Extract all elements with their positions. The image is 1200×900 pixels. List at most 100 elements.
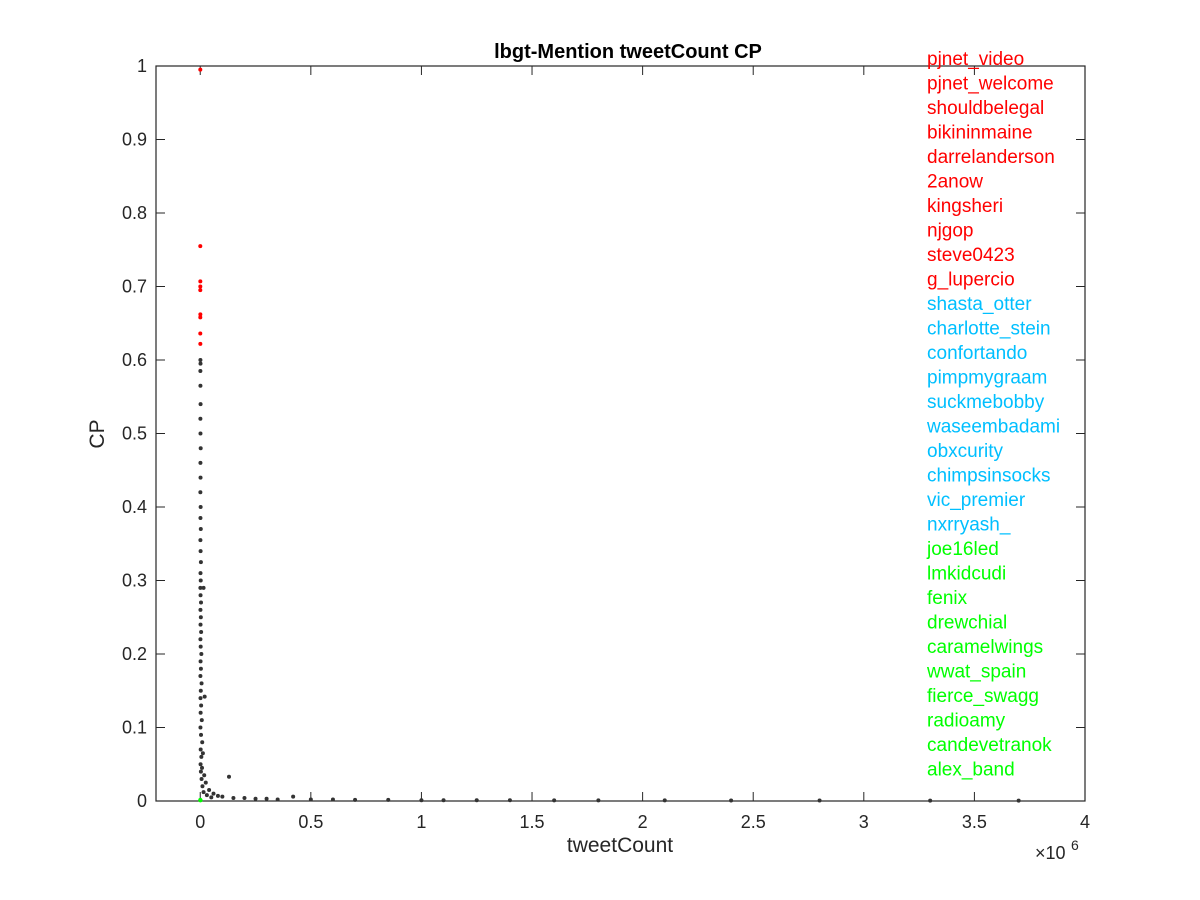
annotation-label: fenix — [927, 588, 968, 609]
data-point-other — [264, 796, 269, 801]
x-tick-label: 0.5 — [298, 812, 323, 832]
data-point-other — [441, 798, 446, 803]
data-point-other — [198, 560, 203, 565]
data-point-other — [200, 740, 205, 745]
x-exponent-power: 6 — [1071, 837, 1079, 853]
y-tick-label: 0.2 — [122, 644, 147, 664]
annotation-label: kingsheri — [927, 196, 1003, 217]
data-point-other — [199, 703, 204, 708]
y-tick-label: 0.4 — [122, 497, 147, 517]
data-point-other — [198, 622, 203, 627]
tick-labels: 0 0.5 1 1.5 2 2.5 3 3.5 4 0 0.1 0.2 0.3 0.4 0.5 0.6 0.7 0… — [122, 56, 1090, 832]
data-point-other — [199, 776, 204, 781]
data-points — [198, 67, 1021, 803]
data-point-other — [275, 797, 280, 802]
y-tick-label: 0.3 — [122, 571, 147, 591]
data-point-other — [199, 732, 204, 737]
data-point-other — [211, 791, 216, 796]
data-point-other — [198, 490, 203, 495]
data-point-other — [198, 505, 203, 509]
data-point-other — [928, 798, 933, 803]
data-point-other — [198, 446, 203, 451]
data-point-other — [817, 798, 822, 803]
data-point-other — [201, 585, 206, 590]
data-point-other — [198, 416, 203, 421]
x-tick-label: 2.5 — [741, 812, 766, 832]
data-point-other — [198, 762, 203, 767]
y-tick-label: 0.8 — [122, 203, 147, 223]
data-point-other — [1016, 798, 1021, 803]
annotation-label: pimpmygraam — [927, 368, 1047, 389]
data-point-other — [198, 725, 203, 730]
data-point-other — [198, 431, 203, 436]
data-point-other — [507, 798, 512, 803]
annotation-labels: pjnet_video pjnet_welcome shouldbelegal bik… — [926, 49, 1060, 781]
data-point-other — [198, 358, 203, 362]
data-point-other — [200, 784, 205, 789]
data-point-other — [198, 710, 203, 715]
data-point-other — [207, 787, 212, 792]
x-axis-label: tweetCount — [567, 834, 673, 857]
data-point-other — [199, 681, 204, 686]
annotation-label: pjnet_welcome — [927, 74, 1054, 95]
data-point-other — [198, 549, 203, 554]
annotation-label: wwat_spain — [926, 662, 1026, 683]
data-point-other — [353, 797, 358, 802]
data-point-other — [552, 798, 557, 803]
x-tick-label: 0 — [195, 812, 205, 832]
data-point-other — [198, 571, 203, 576]
annotation-label: waseembadami — [926, 417, 1060, 438]
y-tick-label: 0.6 — [122, 350, 147, 370]
data-point-other — [198, 585, 203, 590]
data-point-other — [198, 538, 203, 543]
data-point-top — [198, 67, 203, 72]
annotation-label: obxcurity — [927, 441, 1004, 462]
y-tick-label: 0.5 — [122, 424, 147, 444]
annotation-label: charlotte_stein — [927, 319, 1051, 340]
data-point-other — [201, 790, 206, 795]
data-point-other — [198, 383, 203, 388]
x-tick-label: 4 — [1080, 812, 1090, 832]
data-point-other — [200, 751, 205, 756]
data-point-other — [198, 369, 203, 374]
data-point-other — [330, 797, 335, 802]
data-point-other — [198, 674, 203, 679]
annotation-label: nxrryash_ — [927, 515, 1011, 536]
x-exponent-base: ×10 — [1035, 843, 1066, 863]
data-point-top — [198, 244, 203, 249]
annotation-label: alex_band — [927, 760, 1015, 781]
annotation-label: radioamy — [927, 711, 1006, 732]
y-tick-label: 0 — [137, 791, 147, 811]
annotation-label: vic_premier — [927, 490, 1026, 511]
annotation-label: fierce_swagg — [927, 686, 1039, 707]
data-point-top — [198, 341, 203, 346]
data-point-other — [198, 593, 203, 598]
data-point-other — [199, 652, 204, 656]
data-point-top — [198, 288, 203, 293]
annotation-label: confortando — [927, 343, 1027, 364]
y-tick-label: 0.9 — [122, 130, 147, 150]
y-tick-label: 1 — [137, 56, 147, 76]
annotation-label: chimpsinsocks — [927, 466, 1051, 487]
data-point-top — [198, 279, 203, 284]
data-point-top — [198, 315, 203, 320]
data-point-other — [198, 475, 203, 480]
data-point-other — [204, 793, 209, 798]
data-point-other — [198, 615, 203, 620]
data-point-other — [198, 696, 203, 701]
annotation-label: bikininmaine — [927, 123, 1033, 144]
annotation-label: pjnet_video — [927, 49, 1024, 70]
x-tick-label: 3.5 — [962, 812, 987, 832]
data-point-other — [220, 794, 225, 799]
data-point-other — [253, 796, 258, 801]
annotation-label: steve0423 — [927, 245, 1015, 266]
y-axis-label: CP — [86, 419, 109, 448]
data-point-top — [198, 312, 203, 317]
annotation-label: caramelwings — [927, 637, 1043, 658]
tick-marks — [156, 65, 1086, 802]
data-point-other — [215, 793, 220, 798]
y-tick-label: 0.1 — [122, 718, 147, 738]
annotation-label: shasta_otter — [927, 294, 1032, 315]
annotation-label: drewchial — [927, 613, 1007, 634]
